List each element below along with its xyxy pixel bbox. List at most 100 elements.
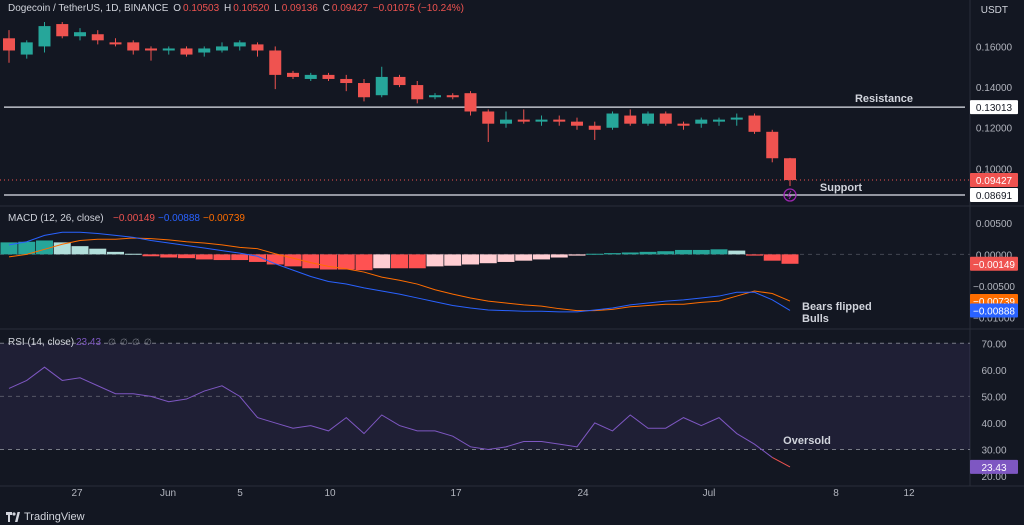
candle — [233, 40, 246, 51]
macd-histogram-bar — [710, 249, 728, 255]
macd-histogram-bar — [586, 253, 604, 255]
candle — [748, 113, 761, 134]
macd-histogram-bar — [675, 249, 692, 255]
price-axis-tick: 0.16000 — [976, 42, 1013, 53]
rsi-legend-symbol-icon: ∅ — [132, 337, 140, 347]
candle-body — [38, 26, 51, 47]
macd-histogram-bar — [178, 254, 195, 259]
candle — [322, 72, 335, 81]
candle — [517, 109, 530, 124]
candle-body — [145, 48, 157, 51]
candle — [3, 30, 15, 63]
last-price-text: 0.09427 — [976, 176, 1013, 187]
candle-body — [358, 83, 370, 98]
chart-header: Dogecoin / TetherUS, 1D, BINANCE O 0.1050… — [8, 3, 466, 14]
candle-body — [3, 38, 15, 51]
candle — [91, 30, 104, 45]
candle-body — [517, 119, 530, 122]
macd-histogram-bar — [213, 254, 231, 261]
candle-body — [251, 44, 264, 51]
candle-body — [162, 48, 175, 51]
rsi-axis-tick: 60.00 — [981, 366, 1006, 377]
candle-body — [74, 32, 86, 37]
time-axis-tick: Jun — [160, 488, 176, 499]
candle-body — [500, 119, 512, 124]
candle — [446, 93, 459, 100]
candle — [606, 111, 619, 130]
rsi-axis-tick: 70.00 — [981, 339, 1006, 350]
annotation-bulls: Bulls — [802, 313, 829, 325]
price-axis-tick: 0.10000 — [976, 164, 1013, 175]
price-label-resistance: 0.13013 — [970, 100, 1018, 115]
macd-histogram-bar — [302, 254, 320, 269]
macd-histogram-bar — [249, 254, 266, 262]
time-axis-tick: 8 — [833, 488, 839, 499]
rsi-line — [8, 366, 773, 458]
candle — [713, 117, 725, 126]
candle — [375, 66, 388, 98]
candle-body — [109, 42, 122, 45]
candle-body — [606, 113, 619, 128]
candle — [411, 80, 424, 104]
price-label-box — [970, 188, 1018, 203]
rsi-value-label: 23.43 — [970, 459, 1018, 474]
macd-value-text: −0.00739 — [973, 297, 1015, 308]
macd-histogram-bar — [266, 254, 284, 265]
candle-body — [642, 113, 654, 124]
macd-histogram-bar — [142, 254, 160, 257]
rsi-value-text: 23.43 — [981, 463, 1006, 474]
candle — [38, 22, 51, 53]
candle — [20, 40, 33, 59]
macd-value-text: −0.00888 — [973, 306, 1015, 317]
currency-button[interactable]: USDT — [980, 5, 1008, 16]
macd-line — [8, 231, 791, 313]
time-axis-tick: 5 — [237, 488, 243, 499]
annotation-resistance: Resistance — [855, 93, 913, 105]
rsi-legend-value: 23.43 — [76, 337, 101, 348]
annotation-bears-flipped: Bears flipped — [802, 301, 872, 313]
price-label-box — [970, 100, 1018, 115]
candle — [571, 117, 583, 130]
macd-histogram-bar — [284, 254, 302, 267]
tradingview-logo-icon — [6, 512, 20, 522]
candle — [162, 46, 175, 55]
macd-histogram-bar — [0, 242, 18, 255]
macd-histogram-bar — [728, 250, 746, 255]
candle-body — [340, 78, 353, 84]
candle-body — [464, 93, 477, 112]
macd-histogram-bar — [373, 254, 391, 269]
macd-histogram-bar — [231, 254, 249, 261]
rsi-legend: RSI (14, close) 23.43 ∅ ∅ ∅ ∅ — [8, 337, 152, 348]
macd-signal-value: −0.00739 — [203, 213, 245, 224]
candle — [500, 111, 512, 128]
candle — [287, 70, 299, 79]
candle — [340, 74, 353, 92]
candle-body — [393, 76, 406, 86]
rsi-legend-symbol-icon: ∅ — [108, 337, 116, 347]
macd-histogram-bar — [355, 254, 373, 271]
macd-histogram-bar — [107, 251, 124, 255]
time-axis-tick: 24 — [577, 488, 589, 499]
candle — [642, 111, 654, 126]
candle — [216, 42, 228, 53]
candle — [659, 111, 672, 126]
low-label: L — [274, 3, 280, 14]
symbol-title[interactable]: Dogecoin / TetherUS, 1D, BINANCE — [8, 3, 169, 14]
macd-legend: MACD (12, 26, close) −0.00149 −0.00888 −0.0… — [8, 213, 245, 224]
candle — [109, 38, 122, 47]
candle-body — [127, 42, 140, 51]
high-label: H — [223, 3, 232, 14]
candle — [695, 117, 708, 128]
candle-body — [429, 95, 441, 98]
close-label: C — [322, 3, 330, 14]
candle — [251, 42, 264, 57]
candle-body — [784, 158, 796, 181]
close-value: 0.09427 — [331, 3, 369, 14]
candle — [766, 129, 779, 163]
macd-histogram-bar — [426, 254, 444, 267]
candle-body — [535, 119, 548, 122]
brand-logo[interactable]: TradingView — [6, 511, 85, 523]
candle-body — [553, 119, 566, 122]
candle-body — [322, 74, 335, 79]
